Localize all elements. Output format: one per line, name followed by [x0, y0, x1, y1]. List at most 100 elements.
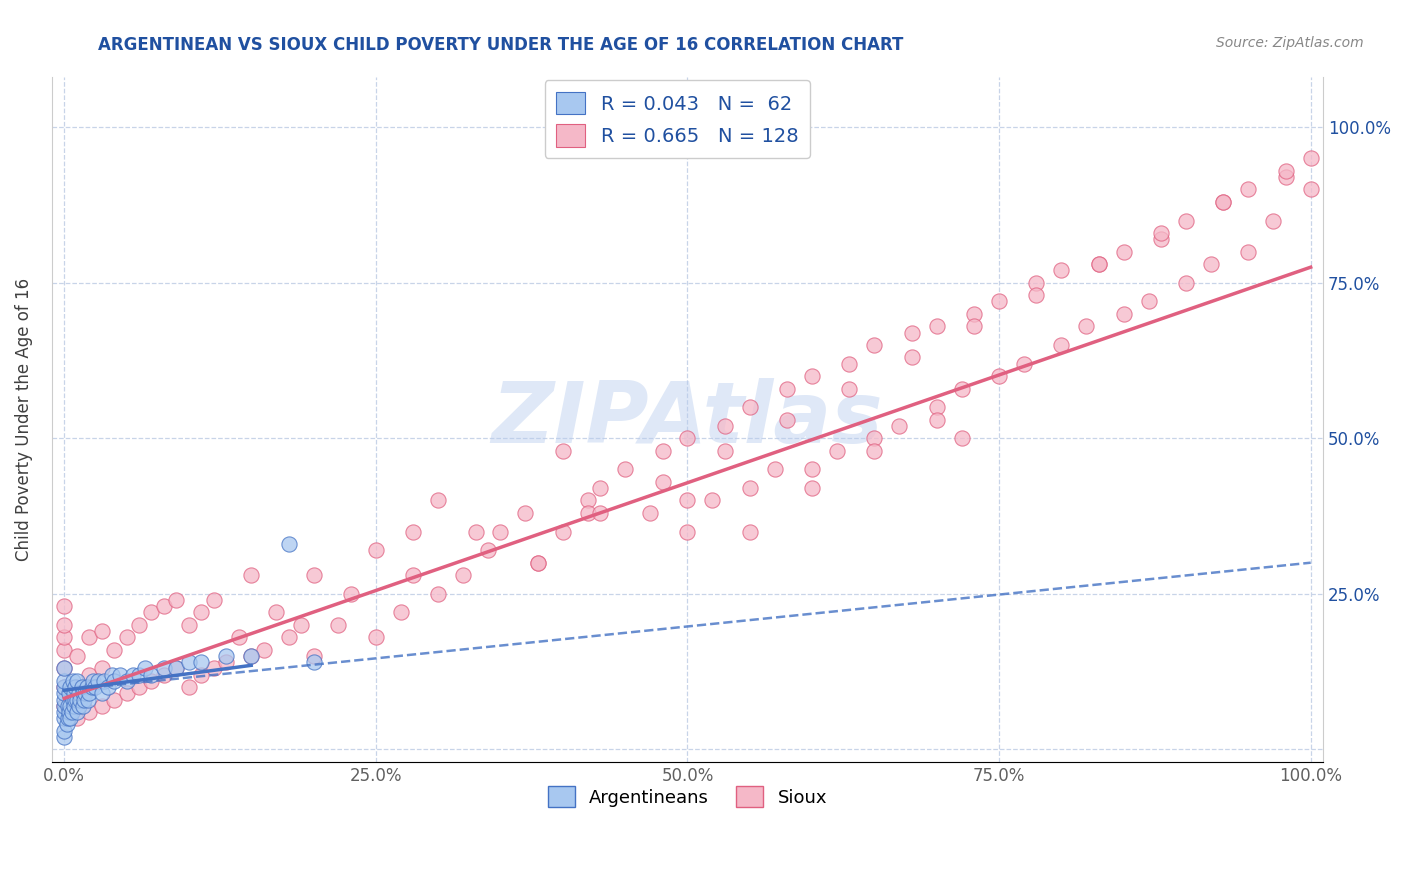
Point: [1237, 182, 1260, 196]
Point: [1212, 194, 1234, 209]
Point: [66, 648, 89, 663]
Point: [1175, 276, 1198, 290]
Point: [165, 661, 187, 675]
Point: [84, 680, 107, 694]
Point: [215, 648, 238, 663]
Point: [63, 698, 86, 713]
Point: [190, 667, 212, 681]
Point: [950, 431, 973, 445]
Point: [75, 686, 97, 700]
Point: [53, 642, 76, 657]
Point: [253, 642, 276, 657]
Point: [302, 655, 325, 669]
Point: [76, 680, 98, 694]
Point: [638, 506, 661, 520]
Point: [60, 705, 83, 719]
Point: [1137, 294, 1160, 309]
Point: [551, 443, 574, 458]
Point: [53, 723, 76, 738]
Point: [128, 680, 150, 694]
Point: [963, 307, 986, 321]
Point: [190, 655, 212, 669]
Point: [153, 661, 176, 675]
Point: [290, 618, 312, 632]
Point: [402, 568, 425, 582]
Point: [1112, 307, 1135, 321]
Point: [202, 661, 225, 675]
Point: [464, 524, 486, 539]
Point: [389, 606, 412, 620]
Point: [1050, 338, 1073, 352]
Point: [58, 686, 80, 700]
Point: [838, 382, 860, 396]
Point: [763, 462, 786, 476]
Point: [364, 543, 387, 558]
Point: [103, 673, 125, 688]
Point: [77, 692, 100, 706]
Point: [651, 475, 673, 489]
Point: [576, 506, 599, 520]
Point: [614, 462, 637, 476]
Point: [676, 431, 699, 445]
Point: [676, 524, 699, 539]
Point: [53, 618, 76, 632]
Point: [59, 711, 82, 725]
Point: [177, 655, 200, 669]
Point: [515, 506, 537, 520]
Point: [950, 382, 973, 396]
Y-axis label: Child Poverty Under the Age of 16: Child Poverty Under the Age of 16: [15, 278, 32, 561]
Point: [901, 326, 924, 340]
Point: [302, 568, 325, 582]
Point: [100, 667, 122, 681]
Point: [589, 506, 612, 520]
Point: [988, 369, 1011, 384]
Point: [1263, 213, 1285, 227]
Point: [1150, 232, 1173, 246]
Point: [738, 524, 761, 539]
Point: [103, 642, 125, 657]
Point: [141, 606, 163, 620]
Point: [66, 692, 89, 706]
Point: [1175, 213, 1198, 227]
Point: [165, 661, 187, 675]
Point: [1025, 288, 1047, 302]
Point: [277, 537, 299, 551]
Point: [110, 667, 132, 681]
Point: [62, 692, 84, 706]
Point: [115, 631, 138, 645]
Point: [65, 692, 87, 706]
Point: [128, 667, 150, 681]
Point: [589, 481, 612, 495]
Point: [56, 711, 79, 725]
Point: [738, 400, 761, 414]
Point: [1274, 163, 1296, 178]
Point: [67, 686, 90, 700]
Text: ZIPAtlas: ZIPAtlas: [492, 378, 883, 461]
Point: [1299, 151, 1322, 165]
Point: [676, 493, 699, 508]
Point: [215, 655, 238, 669]
Point: [1050, 263, 1073, 277]
Point: [228, 631, 250, 645]
Point: [53, 698, 76, 713]
Point: [77, 686, 100, 700]
Point: [1087, 257, 1109, 271]
Point: [527, 556, 550, 570]
Point: [576, 493, 599, 508]
Point: [988, 294, 1011, 309]
Point: [527, 556, 550, 570]
Point: [1012, 357, 1035, 371]
Point: [66, 705, 89, 719]
Point: [801, 369, 824, 384]
Point: [103, 692, 125, 706]
Point: [128, 618, 150, 632]
Point: [56, 698, 79, 713]
Text: ARGENTINEAN VS SIOUX CHILD POVERTY UNDER THE AGE OF 16 CORRELATION CHART: ARGENTINEAN VS SIOUX CHILD POVERTY UNDER…: [98, 36, 904, 54]
Point: [776, 382, 799, 396]
Point: [240, 648, 263, 663]
Point: [451, 568, 474, 582]
Point: [87, 673, 110, 688]
Point: [925, 319, 948, 334]
Point: [489, 524, 512, 539]
Point: [177, 680, 200, 694]
